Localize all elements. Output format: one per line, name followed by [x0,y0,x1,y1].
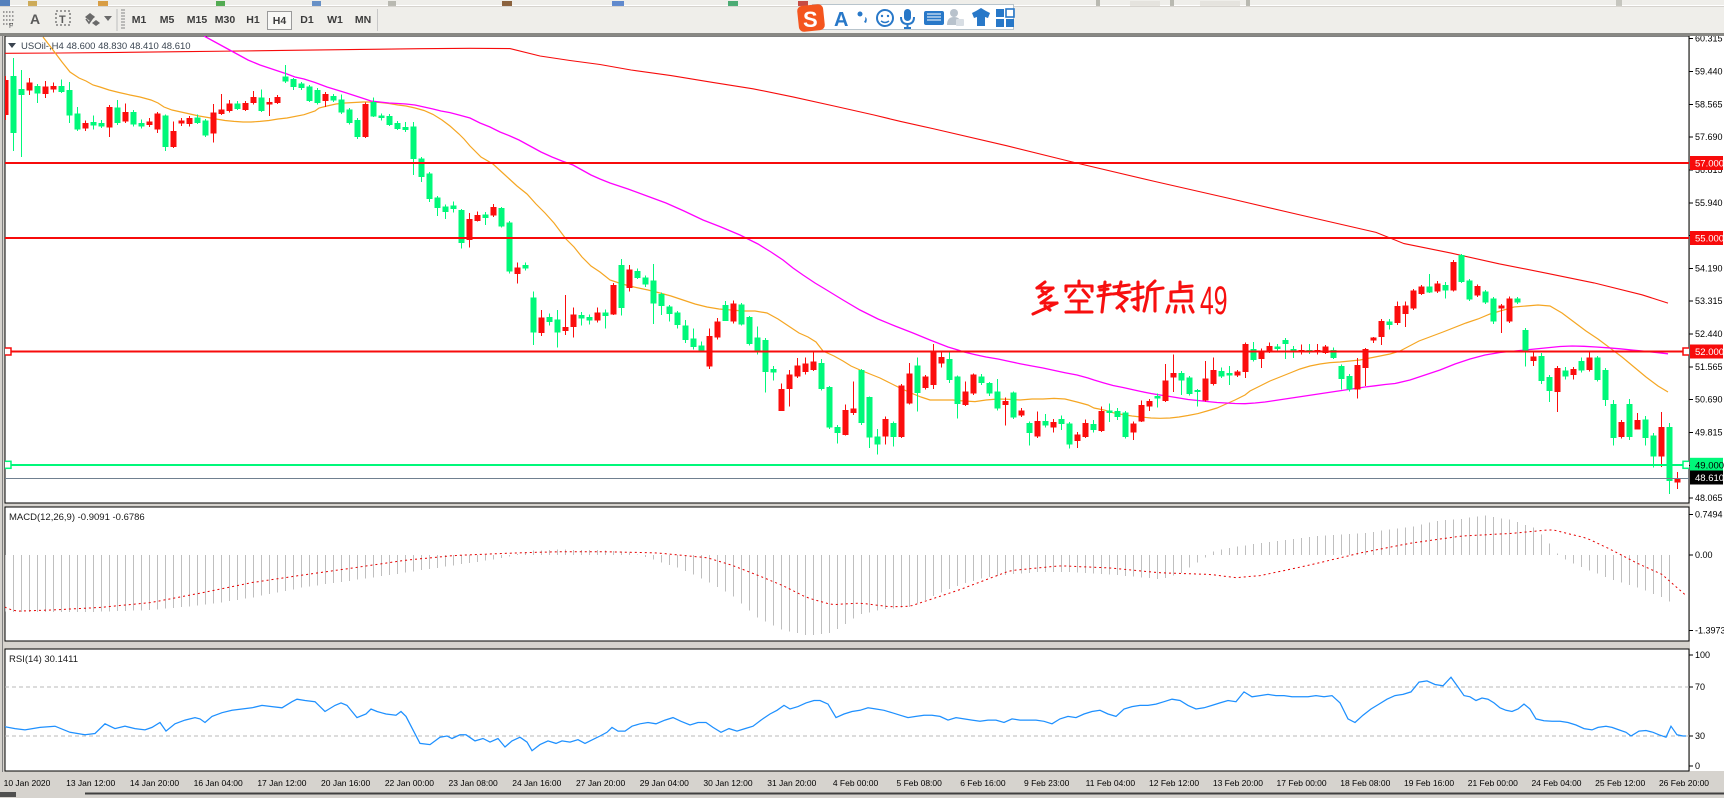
svg-text:53.315: 53.315 [1695,296,1723,306]
svg-text:A: A [30,11,40,27]
svg-text:-1.3973: -1.3973 [1695,626,1724,636]
svg-text:17 Feb 00:00: 17 Feb 00:00 [1277,778,1327,788]
svg-text:49.815: 49.815 [1695,427,1723,437]
svg-text:16 Jan 04:00: 16 Jan 04:00 [194,778,243,788]
svg-text:17 Jan 12:00: 17 Jan 12:00 [257,778,306,788]
svg-text:52.440: 52.440 [1695,329,1723,339]
svg-text:19 Feb 16:00: 19 Feb 16:00 [1404,778,1454,788]
svg-text:4 Feb 00:00: 4 Feb 00:00 [833,778,879,788]
svg-text:60.315: 60.315 [1695,34,1723,44]
svg-text:F: F [9,23,13,30]
svg-text:55.000: 55.000 [1695,234,1724,245]
svg-text:30 Jan 12:00: 30 Jan 12:00 [703,778,752,788]
svg-text:48.610: 48.610 [1695,473,1724,484]
svg-text:24 Feb 04:00: 24 Feb 04:00 [1531,778,1581,788]
svg-text:21 Feb 00:00: 21 Feb 00:00 [1468,778,1518,788]
svg-text:49: 49 [1200,279,1228,323]
svg-text:26 Feb 20:00: 26 Feb 20:00 [1659,778,1709,788]
svg-text:24 Jan 16:00: 24 Jan 16:00 [512,778,561,788]
svg-text:0.7494: 0.7494 [1695,510,1723,520]
svg-text:18 Feb 08:00: 18 Feb 08:00 [1340,778,1390,788]
svg-text:6 Feb 16:00: 6 Feb 16:00 [960,778,1006,788]
svg-text:13 Feb 20:00: 13 Feb 20:00 [1213,778,1263,788]
svg-text:30: 30 [1695,731,1705,741]
svg-text:13 Jan 12:00: 13 Jan 12:00 [66,778,115,788]
svg-text:12 Feb 12:00: 12 Feb 12:00 [1149,778,1199,788]
svg-text:MACD(12,26,9) -0.9091 -0.6786: MACD(12,26,9) -0.9091 -0.6786 [9,512,145,523]
svg-text:0: 0 [1695,761,1700,771]
svg-text:49.000: 49.000 [1695,460,1724,471]
svg-text:25 Feb 12:00: 25 Feb 12:00 [1595,778,1645,788]
svg-text:58.565: 58.565 [1695,99,1723,109]
svg-text:10 Jan 2020: 10 Jan 2020 [4,778,51,788]
svg-text:11 Feb 04:00: 11 Feb 04:00 [1086,778,1136,788]
svg-text:T: T [59,14,66,26]
svg-text:50.690: 50.690 [1695,395,1723,405]
svg-text:5 Feb 08:00: 5 Feb 08:00 [897,778,943,788]
svg-text:9 Feb 23:00: 9 Feb 23:00 [1024,778,1070,788]
svg-text:S: S [803,7,818,32]
svg-text:22 Jan 00:00: 22 Jan 00:00 [385,778,434,788]
svg-text:20 Jan 16:00: 20 Jan 16:00 [321,778,370,788]
svg-text:57.000: 57.000 [1695,159,1724,170]
svg-text:70: 70 [1695,682,1705,692]
svg-text:55.940: 55.940 [1695,198,1723,208]
svg-text:31 Jan 20:00: 31 Jan 20:00 [767,778,816,788]
svg-text:59.440: 59.440 [1695,67,1723,77]
svg-text:51.565: 51.565 [1695,362,1723,372]
svg-text:48.065: 48.065 [1695,493,1723,503]
svg-text:14 Jan 20:00: 14 Jan 20:00 [130,778,179,788]
svg-text:23 Jan 08:00: 23 Jan 08:00 [449,778,498,788]
svg-text:USOil-,H4 48.600 48.830 48.41: USOil-,H4 48.600 48.830 48.410 48.610 [21,41,191,52]
svg-text:29 Jan 04:00: 29 Jan 04:00 [640,778,689,788]
svg-text:0.00: 0.00 [1695,550,1713,560]
svg-text:54.190: 54.190 [1695,263,1723,273]
svg-text:A: A [834,9,848,31]
svg-text:52.000: 52.000 [1695,347,1724,358]
svg-text:27 Jan 20:00: 27 Jan 20:00 [576,778,625,788]
svg-text:100: 100 [1695,650,1710,660]
svg-text:57.690: 57.690 [1695,132,1723,142]
svg-text:RSI(14) 30.1411: RSI(14) 30.1411 [9,654,78,665]
